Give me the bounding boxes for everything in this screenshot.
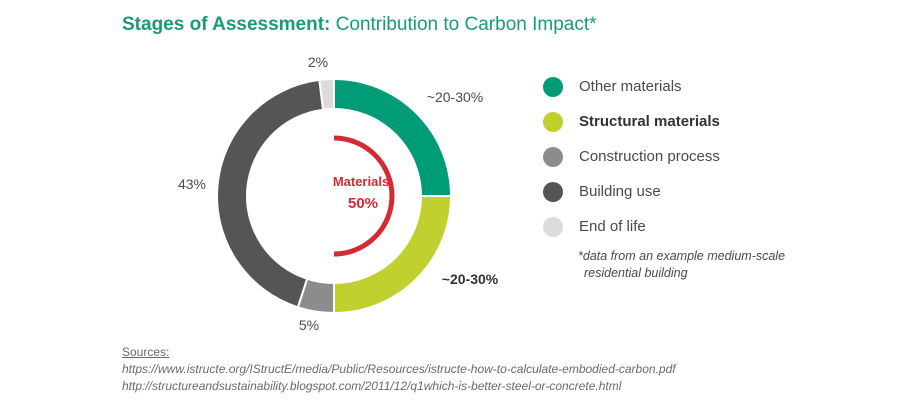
source-link-1[interactable]: https://www.istructe.org/IStructE/media/… <box>122 362 676 376</box>
center-label: Materials <box>333 174 389 189</box>
center-value: 50% <box>348 195 378 212</box>
slice-label-other-materials: ~20-30% <box>427 89 483 105</box>
slice-label-structural-materials: ~20-30% <box>442 271 499 287</box>
legend-item-other-materials: Other materials <box>543 69 720 104</box>
legend-swatch <box>543 216 563 237</box>
slice-labels: ~20-30% ~20-30% 5% 43% 2% <box>178 54 499 333</box>
legend-item-construction-process: Construction process <box>543 139 720 174</box>
legend-swatch <box>543 146 563 167</box>
chart-title-rest: Contribution to Carbon Impact* <box>330 14 597 35</box>
legend-label: Building use <box>579 183 661 200</box>
footnote-line2: residential building <box>584 266 688 280</box>
sources: Sources: https://www.istructe.org/IStruc… <box>122 344 676 395</box>
legend-item-structural-materials: Structural materials <box>543 104 720 139</box>
donut-slices <box>216 77 453 315</box>
sources-heading: Sources: <box>122 345 170 359</box>
legend-label: Structural materials <box>579 113 720 130</box>
legend: Other materials Structural materials Const… <box>543 69 720 244</box>
legend-swatch <box>543 111 563 132</box>
legend-label: Construction process <box>579 148 720 165</box>
legend-item-end-of-life: End of life <box>543 209 720 244</box>
legend-swatch <box>543 181 563 202</box>
source-link-2[interactable]: http://structureandsustainability.blogsp… <box>122 379 622 393</box>
slice-label-construction-process: 5% <box>299 317 319 333</box>
legend-label: End of life <box>579 218 646 235</box>
chart-title: Stages of Assessment: Contribution to Ca… <box>122 14 597 36</box>
chart-title-bold: Stages of Assessment: <box>122 14 331 35</box>
legend-swatch <box>543 76 563 97</box>
legend-item-building-use: Building use <box>543 174 720 209</box>
slice-end-of-life <box>318 77 335 111</box>
footnote-line1: *data from an example medium-scale <box>578 249 786 263</box>
slice-building-use <box>216 78 325 309</box>
legend-label: Other materials <box>579 78 682 95</box>
materials-arc <box>333 135 395 257</box>
slice-structural-materials <box>333 195 453 315</box>
footnote: *data from an example medium-scale resid… <box>578 248 838 282</box>
slice-label-end-of-life: 2% <box>308 54 328 70</box>
slice-label-building-use: 43% <box>178 176 206 192</box>
